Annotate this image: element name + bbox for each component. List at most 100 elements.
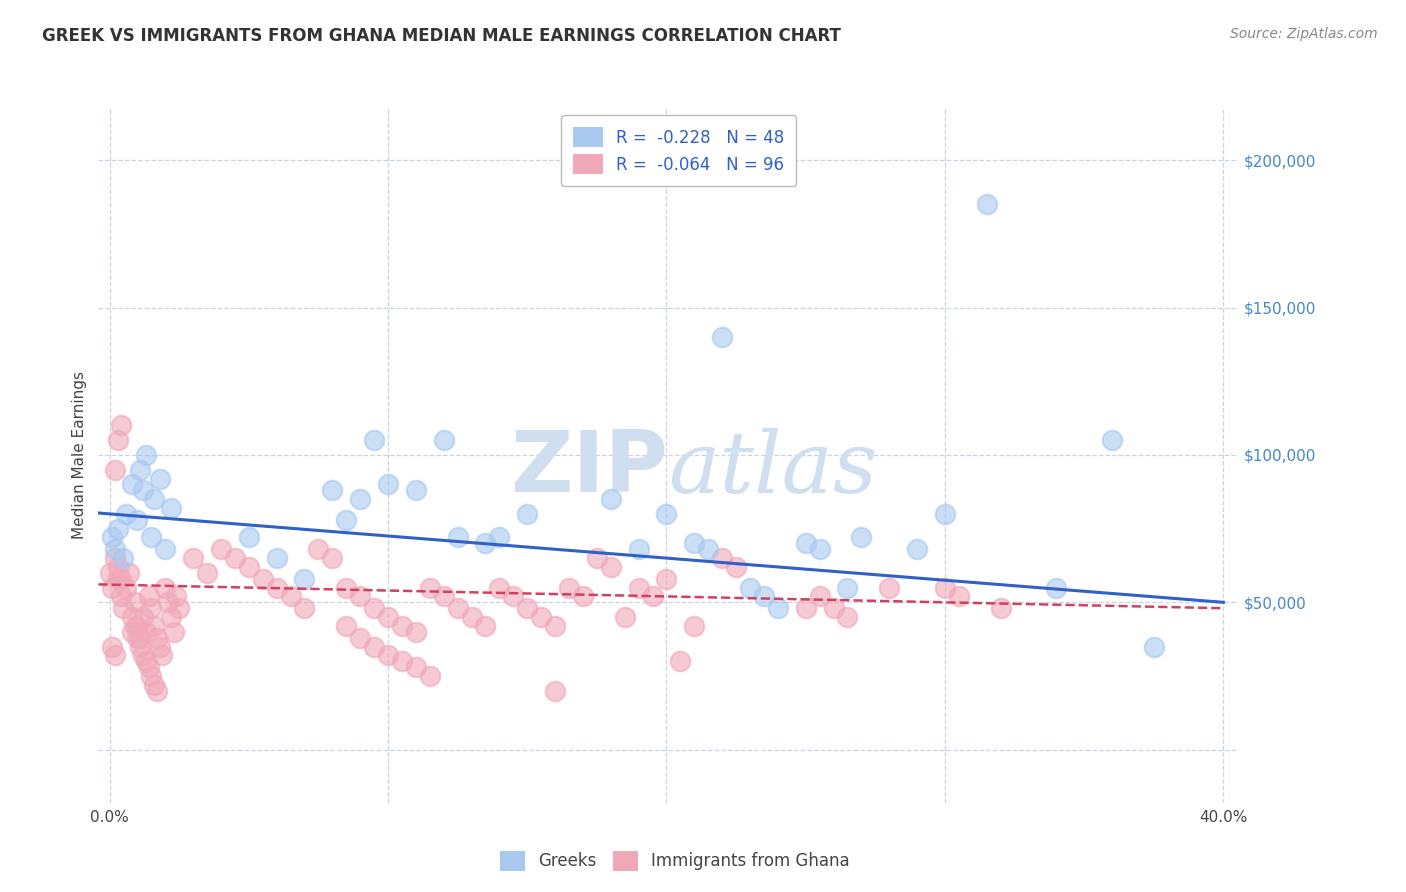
- Point: [238, 560, 260, 574]
- Point: [321, 551, 343, 566]
- Point: [474, 536, 496, 550]
- Point: [101, 640, 124, 654]
- Point: [107, 433, 129, 447]
- Point: [266, 551, 288, 566]
- Point: [107, 572, 129, 586]
- Point: [934, 507, 956, 521]
- Point: [377, 477, 399, 491]
- Point: [181, 551, 204, 566]
- Point: [641, 590, 664, 604]
- Point: [446, 531, 468, 545]
- Point: [224, 551, 246, 566]
- Point: [738, 581, 761, 595]
- Point: [349, 590, 371, 604]
- Point: [132, 610, 155, 624]
- Point: [294, 601, 316, 615]
- Point: [115, 581, 138, 595]
- Point: [104, 542, 127, 557]
- Point: [976, 197, 998, 211]
- Point: [474, 619, 496, 633]
- Point: [794, 536, 817, 550]
- Point: [990, 601, 1012, 615]
- Point: [766, 601, 789, 615]
- Point: [143, 619, 166, 633]
- Point: [823, 601, 845, 615]
- Point: [294, 572, 316, 586]
- Point: [1045, 581, 1067, 595]
- Point: [391, 654, 413, 668]
- Point: [934, 581, 956, 595]
- Point: [948, 590, 970, 604]
- Point: [530, 610, 553, 624]
- Point: [837, 610, 859, 624]
- Point: [121, 610, 143, 624]
- Point: [808, 542, 831, 557]
- Point: [101, 531, 124, 545]
- Point: [209, 542, 232, 557]
- Point: [446, 601, 468, 615]
- Point: [112, 551, 135, 566]
- Point: [141, 601, 163, 615]
- Point: [711, 551, 734, 566]
- Point: [419, 581, 441, 595]
- Point: [405, 660, 427, 674]
- Point: [460, 610, 482, 624]
- Point: [307, 542, 329, 557]
- Text: atlas: atlas: [668, 427, 877, 510]
- Point: [697, 542, 720, 557]
- Point: [104, 551, 127, 566]
- Point: [135, 624, 157, 639]
- Point: [118, 566, 141, 580]
- Y-axis label: Median Male Earnings: Median Male Earnings: [72, 371, 87, 539]
- Point: [238, 531, 260, 545]
- Point: [149, 640, 172, 654]
- Point: [544, 619, 567, 633]
- Point: [433, 590, 456, 604]
- Point: [155, 581, 177, 595]
- Point: [905, 542, 928, 557]
- Point: [572, 590, 595, 604]
- Point: [655, 572, 678, 586]
- Point: [143, 492, 166, 507]
- Point: [613, 610, 636, 624]
- Point: [837, 581, 859, 595]
- Point: [711, 330, 734, 344]
- Point: [157, 595, 180, 609]
- Point: [377, 610, 399, 624]
- Point: [195, 566, 218, 580]
- Point: [752, 590, 775, 604]
- Point: [110, 572, 132, 586]
- Point: [502, 590, 524, 604]
- Point: [280, 590, 302, 604]
- Point: [107, 522, 129, 536]
- Point: [132, 648, 155, 663]
- Point: [363, 433, 385, 447]
- Point: [655, 507, 678, 521]
- Point: [138, 660, 160, 674]
- Point: [138, 590, 160, 604]
- Legend: R =  -0.228   N = 48, R =  -0.064   N = 96: R = -0.228 N = 48, R = -0.064 N = 96: [561, 115, 796, 186]
- Point: [363, 601, 385, 615]
- Point: [585, 551, 607, 566]
- Text: GREEK VS IMMIGRANTS FROM GHANA MEDIAN MALE EARNINGS CORRELATION CHART: GREEK VS IMMIGRANTS FROM GHANA MEDIAN MA…: [42, 27, 841, 45]
- Point: [165, 590, 187, 604]
- Point: [141, 669, 163, 683]
- Point: [162, 624, 184, 639]
- Point: [669, 654, 692, 668]
- Point: [335, 619, 357, 633]
- Point: [266, 581, 288, 595]
- Point: [129, 640, 152, 654]
- Point: [107, 560, 129, 574]
- Point: [143, 678, 166, 692]
- Point: [149, 471, 172, 485]
- Legend: Greeks, Immigrants from Ghana: Greeks, Immigrants from Ghana: [491, 842, 859, 880]
- Point: [124, 595, 146, 609]
- Point: [349, 631, 371, 645]
- Point: [877, 581, 900, 595]
- Point: [110, 418, 132, 433]
- Point: [135, 448, 157, 462]
- Point: [159, 500, 181, 515]
- Point: [335, 513, 357, 527]
- Point: [544, 683, 567, 698]
- Point: [152, 648, 174, 663]
